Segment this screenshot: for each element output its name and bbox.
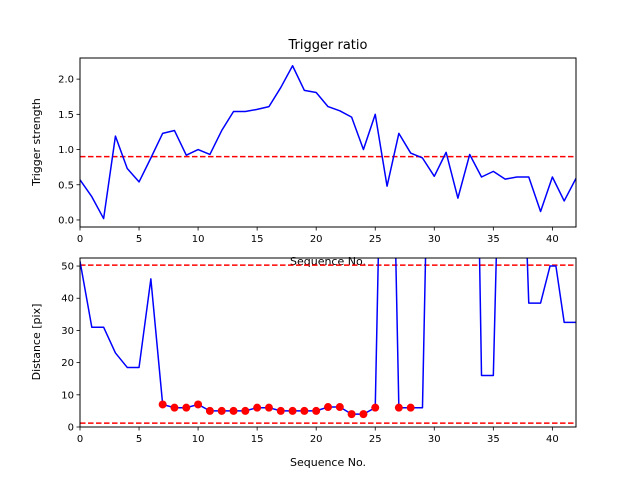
- x-tick-label: 10: [192, 234, 205, 245]
- x-tick-label: 30: [428, 434, 441, 445]
- data-point-marker: [312, 406, 321, 415]
- y-tick-label: 1.0: [58, 145, 74, 156]
- data-point-marker: [276, 406, 285, 415]
- y-tick-label: 10: [61, 390, 74, 401]
- x-tick-label: 5: [136, 234, 142, 245]
- top-ticks: 0 5 10 15 20 25 30 35 40 0.0 0.5 1.0 1.5 2.0: [58, 75, 559, 245]
- y-tick-label: 50: [61, 262, 74, 273]
- data-point-marker: [194, 400, 203, 409]
- y-tick-label: 1.5: [58, 110, 74, 121]
- x-tick-label: 15: [251, 234, 264, 245]
- x-tick-label: 35: [487, 434, 500, 445]
- data-point-marker: [229, 406, 238, 415]
- data-point-marker: [288, 406, 297, 415]
- y-tick-label: 0.0: [58, 215, 74, 226]
- y-tick-label: 0.5: [58, 180, 74, 191]
- top-subplot: Trigger ratio 0 5 10 15 20 25 30 35 40 0.0 0.5 1.0 1…: [30, 38, 577, 268]
- x-tick-label: 15: [251, 434, 264, 445]
- x-tick-label: 25: [369, 434, 382, 445]
- x-tick-label: 40: [546, 434, 559, 445]
- top-y-axis-label: Trigger strength: [30, 98, 43, 187]
- data-point-marker: [264, 403, 273, 412]
- data-point-marker: [253, 403, 262, 412]
- y-tick-label: 20: [61, 358, 74, 369]
- series-line: [80, 65, 576, 220]
- x-tick-label: 10: [192, 434, 205, 445]
- top-series: [80, 65, 576, 220]
- data-point-marker: [217, 406, 226, 415]
- bottom-subplot: 0 5 10 15 20 25 30 35 40 0 10 20 30 40 50 Sequence No.…: [30, 257, 577, 469]
- bottom-ticks: 0 5 10 15 20 25 30 35 40 0 10 20 30 40 50: [61, 262, 558, 445]
- x-tick-label: 40: [546, 234, 559, 245]
- x-tick-label: 0: [77, 434, 83, 445]
- y-tick-label: 40: [61, 294, 74, 305]
- bottom-axes-frame: [79, 257, 577, 428]
- x-tick-label: 25: [369, 234, 382, 245]
- y-tick-label: 30: [61, 326, 74, 337]
- x-tick-label: 30: [428, 234, 441, 245]
- data-point-marker: [300, 406, 309, 415]
- y-tick-label: 2.0: [58, 75, 74, 86]
- data-point-marker: [359, 410, 368, 419]
- y-tick-label: 0: [68, 423, 74, 434]
- x-tick-label: 20: [310, 434, 323, 445]
- bottom-markers: [158, 400, 415, 419]
- top-x-axis-label: Sequence No.: [290, 255, 366, 268]
- data-point-marker: [170, 403, 179, 412]
- bottom-x-axis-label: Sequence No.: [290, 456, 366, 469]
- data-point-marker: [394, 403, 403, 412]
- x-tick-label: 5: [136, 434, 142, 445]
- data-point-marker: [205, 406, 214, 415]
- data-point-marker: [347, 410, 356, 419]
- data-point-marker: [406, 403, 415, 412]
- data-point-marker: [335, 403, 344, 412]
- top-chart-title: Trigger ratio: [288, 38, 368, 53]
- x-tick-label: 20: [310, 234, 323, 245]
- x-tick-label: 35: [487, 234, 500, 245]
- data-point-marker: [241, 406, 250, 415]
- bottom-y-axis-label: Distance [pix]: [30, 304, 43, 381]
- data-point-marker: [324, 403, 332, 412]
- bottom-threshold-lines: [80, 264, 576, 424]
- x-tick-label: 0: [77, 234, 83, 245]
- top-axes-frame: [79, 57, 577, 228]
- data-point-marker: [371, 403, 380, 412]
- data-point-marker: [182, 403, 191, 412]
- data-point-marker: [158, 400, 167, 409]
